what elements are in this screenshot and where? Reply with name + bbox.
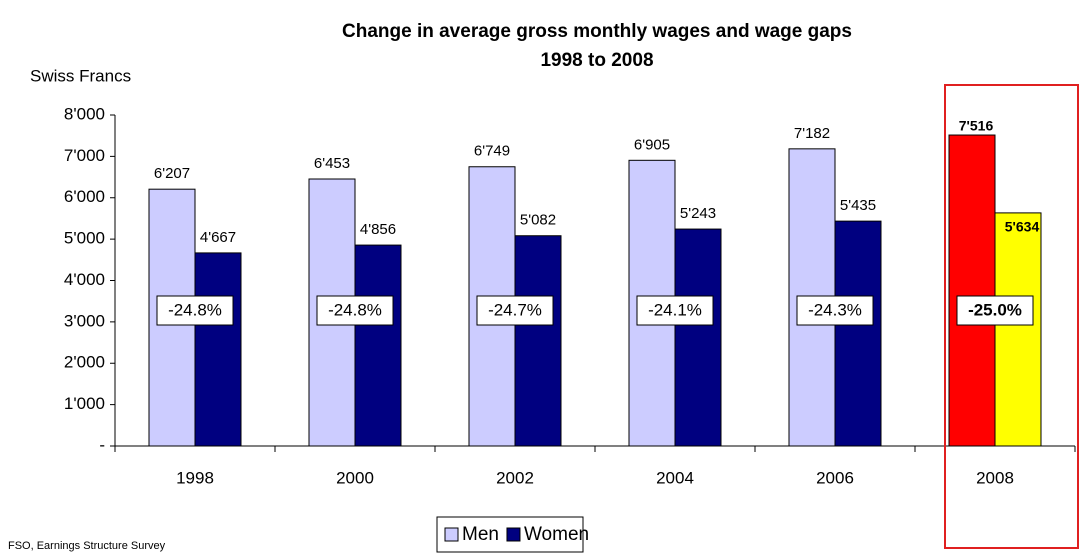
- value-label: 6'749: [474, 143, 510, 160]
- highlight-box: [944, 84, 1079, 549]
- y-tick-label: 4'000: [64, 270, 105, 289]
- bar: [194, 252, 242, 447]
- legend-label: Men: [462, 524, 499, 545]
- bar: [994, 212, 1042, 447]
- gap-label: -24.3%: [808, 300, 862, 319]
- x-tick-label: 2004: [656, 468, 694, 487]
- value-label: 4'856: [360, 221, 396, 238]
- chart-title: Change in average gross monthly wages an…: [342, 21, 852, 42]
- bar: [948, 134, 996, 447]
- gap-label: -24.7%: [488, 300, 542, 319]
- x-tick-label: 2002: [496, 468, 534, 487]
- bar: [834, 220, 882, 447]
- y-tick-label: 1'000: [64, 394, 105, 413]
- source-note: FSO, Earnings Structure Survey: [8, 540, 166, 552]
- y-axis-label: Swiss Francs: [30, 66, 131, 85]
- gap-label: -24.1%: [648, 300, 702, 319]
- chart-subtitle: 1998 to 2008: [540, 50, 653, 71]
- value-label: 6'905: [634, 136, 670, 153]
- x-tick-label: 1998: [176, 468, 214, 487]
- y-tick-label: -: [99, 435, 105, 454]
- gap-label: -24.8%: [328, 300, 382, 319]
- value-label: 5'082: [520, 212, 556, 229]
- legend-label: Women: [524, 524, 589, 545]
- y-tick-label: 2'000: [64, 353, 105, 372]
- value-label: 7'516: [959, 118, 994, 134]
- gap-label-box: [156, 295, 234, 326]
- bar: [674, 228, 722, 447]
- value-label: 5'435: [840, 197, 876, 214]
- bar: [354, 244, 402, 447]
- y-tick-label: 5'000: [64, 229, 105, 248]
- y-tick-label: 3'000: [64, 311, 105, 330]
- legend-swatch: [444, 527, 459, 542]
- value-label: 5'634: [1005, 219, 1040, 235]
- value-label: 7'182: [794, 125, 830, 142]
- gap-label: -25.0%: [968, 300, 1022, 319]
- gap-label-box: [796, 295, 874, 326]
- value-label: 6'207: [154, 165, 190, 182]
- gap-label-box: [636, 295, 714, 326]
- x-tick-label: 2000: [336, 468, 374, 487]
- value-label: 4'667: [200, 229, 236, 246]
- y-tick-label: 7'000: [64, 146, 105, 165]
- y-tick-label: 6'000: [64, 187, 105, 206]
- x-tick-label: 2006: [816, 468, 854, 487]
- legend-swatch: [506, 527, 521, 542]
- gap-label-box: [956, 295, 1034, 326]
- x-tick-label: 2008: [976, 468, 1014, 487]
- gap-label-box: [316, 295, 394, 326]
- gap-label-box: [476, 295, 554, 326]
- gap-label: -24.8%: [168, 300, 222, 319]
- bar: [514, 235, 562, 447]
- value-label: 6'453: [314, 155, 350, 172]
- y-tick-label: 8'000: [64, 104, 105, 123]
- value-label: 5'243: [680, 205, 716, 222]
